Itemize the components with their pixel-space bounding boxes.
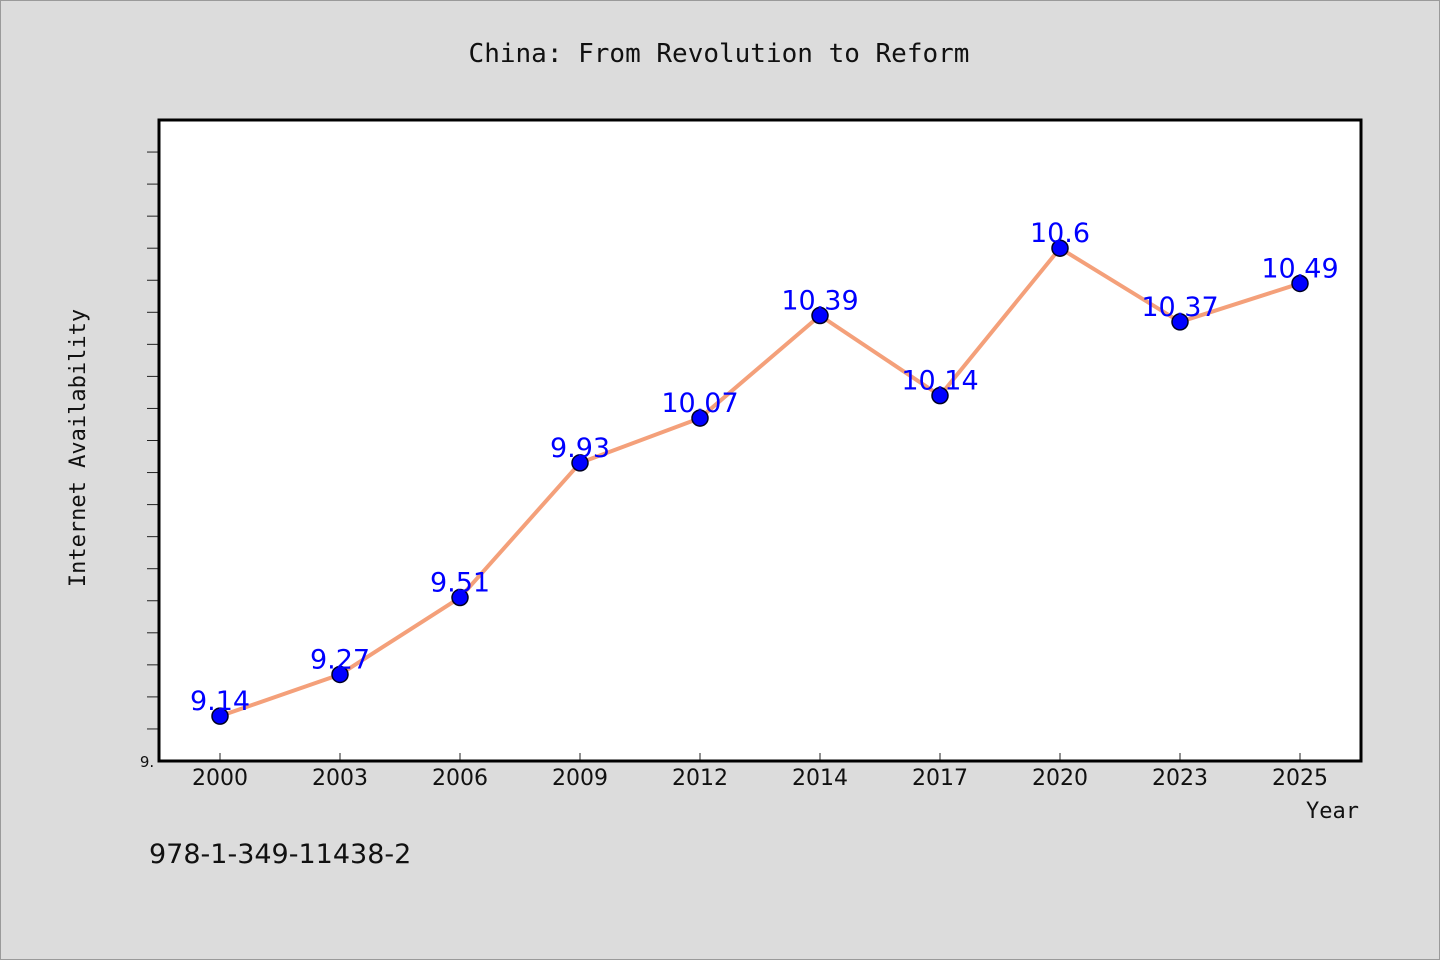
data-label: 10.39 (781, 286, 858, 317)
data-point (931, 386, 949, 405)
x-tick-label: 2025 (1272, 766, 1328, 791)
y-axis-ticks (147, 151, 159, 730)
data-label: 10.07 (661, 388, 738, 419)
data-labels: 9.14 9.27 9.51 9.93 10.07 10.39 10.14 10.6 10.37… (190, 218, 1339, 717)
plot-frame (157, 118, 1363, 763)
data-label: 9.51 (430, 568, 490, 599)
data-label: 10.49 (1261, 253, 1338, 284)
x-axis-ticks: 2000 2003 2006 2009 2012 2014 2017 2020 2023 2025 (192, 753, 1328, 791)
x-tick-label: 2023 (1152, 766, 1208, 791)
data-point (811, 306, 829, 325)
x-tick-label: 2000 (192, 766, 248, 791)
data-label: 10.6 (1030, 218, 1090, 249)
x-tick-label: 2017 (912, 766, 968, 791)
x-tick-label: 2009 (552, 766, 608, 791)
data-point (1171, 313, 1189, 331)
data-point (1051, 239, 1069, 257)
series-line (219, 246, 1301, 719)
y-axis-title: Internet Availability (66, 309, 91, 587)
x-tick-label: 2014 (792, 766, 848, 791)
x-tick-label: 2003 (312, 766, 368, 791)
data-label: 10.37 (1141, 292, 1218, 323)
x-tick-label: 2020 (1032, 766, 1088, 791)
data-label: 9.27 (310, 644, 370, 675)
x-tick-label: 2012 (672, 766, 728, 791)
data-points (211, 239, 1309, 725)
x-tick-label: 2006 (432, 766, 488, 791)
data-point (1291, 274, 1309, 293)
data-point (571, 454, 589, 472)
data-label: 10.14 (901, 366, 978, 397)
x-axis-title: Year (1306, 799, 1359, 824)
chart-title: China: From Revolution to Reform (469, 39, 970, 69)
plot-area (159, 120, 1361, 761)
data-point (691, 409, 709, 427)
y-tick-label: 9. (140, 753, 154, 771)
isbn-caption: 978-1-349-11438-2 (149, 839, 411, 870)
data-label: 9.93 (550, 433, 610, 464)
data-label: 9.14 (190, 686, 250, 717)
data-point (211, 707, 229, 725)
data-point (451, 588, 469, 607)
data-point (331, 665, 349, 684)
